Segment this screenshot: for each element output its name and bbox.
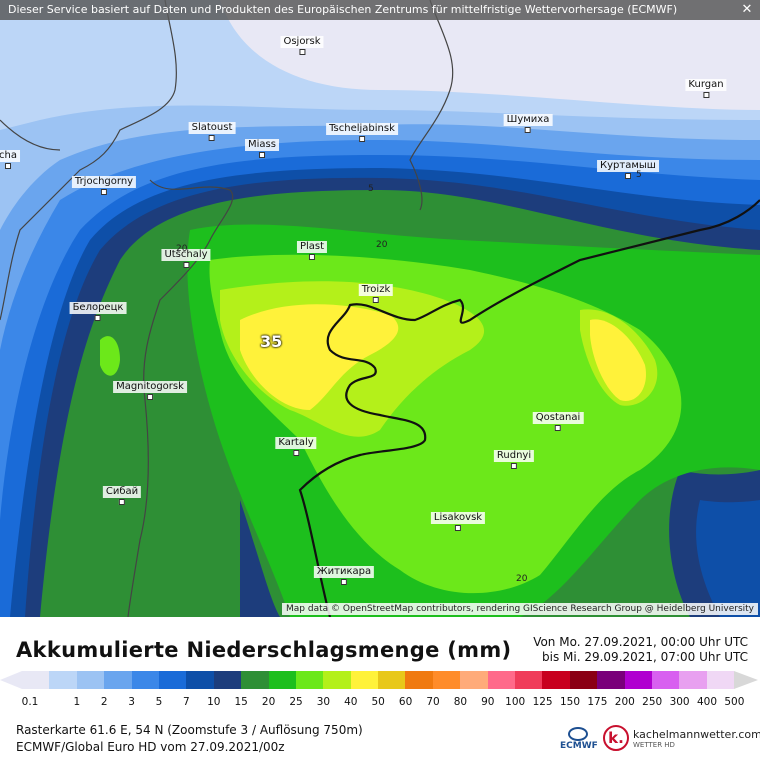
city-marker[interactable]: Шумиха [503, 114, 553, 133]
color-swatch [131, 671, 159, 689]
color-swatch [104, 671, 132, 689]
scale-tick-label: 70 [426, 696, 440, 708]
color-swatch [186, 671, 214, 689]
city-marker[interactable]: Trjochgorny [71, 176, 137, 195]
scale-tick-label: 15 [234, 696, 248, 708]
city-marker[interactable]: Kurgan [685, 79, 727, 98]
color-swatch [515, 671, 543, 689]
color-swatch [76, 671, 105, 689]
city-marker[interactable]: Rudnyi [493, 450, 535, 469]
color-swatch [651, 671, 680, 689]
scale-tick-label: 150 [559, 696, 581, 708]
color-scale-bar [22, 671, 759, 689]
isoline-label: 20 [516, 574, 528, 584]
scale-tick-label: 30 [316, 696, 331, 708]
kachelmannwetter-logo[interactable]: k. kachelmannwetter.com WETTER HD [603, 723, 760, 753]
scale-tick-label: 300 [669, 696, 690, 708]
color-swatch [432, 671, 461, 689]
scale-tick-label: 1 [73, 696, 81, 708]
color-swatch [350, 671, 379, 689]
color-swatch [405, 671, 433, 689]
city-marker[interactable]: Qostanai [532, 412, 584, 431]
scale-tick-label: 125 [532, 696, 553, 708]
city-marker[interactable]: cha [0, 150, 20, 169]
color-swatch [158, 671, 187, 689]
scale-tick-label: 5 [155, 696, 163, 708]
map-attribution[interactable]: Map data © OpenStreetMap contributors, r… [282, 603, 758, 615]
scale-tick-label: 7 [183, 696, 190, 708]
city-marker[interactable]: Slatoust [188, 122, 236, 141]
legend-arrow-low [0, 671, 22, 689]
scale-tick-label: 400 [696, 696, 718, 708]
city-marker[interactable]: Miass [245, 139, 279, 158]
scale-tick-label: 2 [100, 696, 108, 708]
color-swatch [706, 671, 735, 689]
color-swatch [295, 671, 324, 689]
period-to: bis Mi. 29.09.2021, 07:00 Uhr UTC [542, 650, 748, 664]
isoline-label: 20 [176, 244, 188, 254]
scale-tick-label: 25 [289, 696, 303, 708]
scale-tick-label: 50 [371, 696, 385, 708]
color-swatch [487, 671, 516, 689]
scale-tick-label: 200 [614, 696, 635, 708]
ecmwf-logo: ECMWF [560, 727, 598, 751]
city-marker[interactable]: Kartaly [275, 437, 317, 456]
color-swatch [624, 671, 652, 689]
close-icon[interactable]: ✕ [741, 2, 753, 17]
scale-tick-label: 10 [207, 696, 221, 708]
color-swatch [542, 671, 570, 689]
service-banner: Dieser Service basiert auf Daten und Pro… [0, 0, 760, 20]
period-from: Von Mo. 27.09.2021, 00:00 Uhr UTC [533, 635, 748, 649]
color-swatch [460, 671, 488, 689]
city-marker[interactable]: Utschaly [161, 249, 211, 268]
scale-tick-label: 20 [261, 696, 276, 708]
legend-panel: Akkumulierte Niederschlagsmenge (mm) Von… [0, 617, 760, 760]
color-swatch [268, 671, 296, 689]
city-marker[interactable]: Куртамыш [597, 160, 659, 179]
scale-tick-label: 0.1 [21, 696, 39, 708]
scale-tick-label: 90 [481, 696, 495, 708]
color-swatch [241, 671, 269, 689]
color-swatch [323, 671, 351, 689]
isoline-label: 5 [368, 184, 374, 194]
color-swatch [213, 671, 242, 689]
raster-info: Rasterkarte 61.6 E, 54 N (Zoomstufe 3 / … [16, 723, 363, 737]
isoline-label: 20 [376, 240, 388, 250]
color-swatch [569, 671, 598, 689]
color-swatch [49, 671, 77, 689]
city-marker[interactable]: Magnitogorsk [113, 381, 187, 400]
color-swatch [378, 671, 406, 689]
city-marker[interactable]: Troizk [358, 284, 394, 303]
scale-tick-label: 40 [344, 696, 358, 708]
color-swatch [22, 671, 50, 689]
scale-tick-label: 80 [453, 696, 468, 708]
scale-tick-label: 500 [724, 696, 745, 708]
color-swatch [679, 671, 707, 689]
isoline-label: 5 [636, 170, 642, 180]
city-marker[interactable]: Osjorsk [280, 36, 324, 55]
precipitation-map[interactable]: Dieser Service basiert auf Daten und Pro… [0, 0, 760, 617]
scale-tick-label: 175 [587, 696, 608, 708]
scale-tick-label: 100 [505, 696, 526, 708]
city-marker[interactable]: Lisakovsk [430, 512, 486, 531]
scale-tick-label: 3 [128, 696, 135, 708]
city-marker[interactable]: Белорецк [69, 302, 127, 321]
color-swatch [597, 671, 625, 689]
legend-title: Akkumulierte Niederschlagsmenge (mm) [16, 638, 512, 662]
city-marker[interactable]: Plast [296, 241, 328, 260]
time-period: Von Mo. 27.09.2021, 00:00 Uhr UTC bis Mi… [533, 635, 748, 665]
city-marker[interactable]: Tscheljabinsk [326, 123, 398, 142]
city-marker[interactable]: Сибай [102, 486, 142, 505]
model-info: ECMWF/Global Euro HD vom 27.09.2021/00z [16, 740, 285, 754]
max-value-label: 35 [260, 332, 283, 351]
scale-tick-label: 60 [398, 696, 413, 708]
city-marker[interactable]: Житикара [313, 566, 375, 585]
scale-tick-label: 250 [642, 696, 663, 708]
color-swatch [734, 671, 759, 689]
